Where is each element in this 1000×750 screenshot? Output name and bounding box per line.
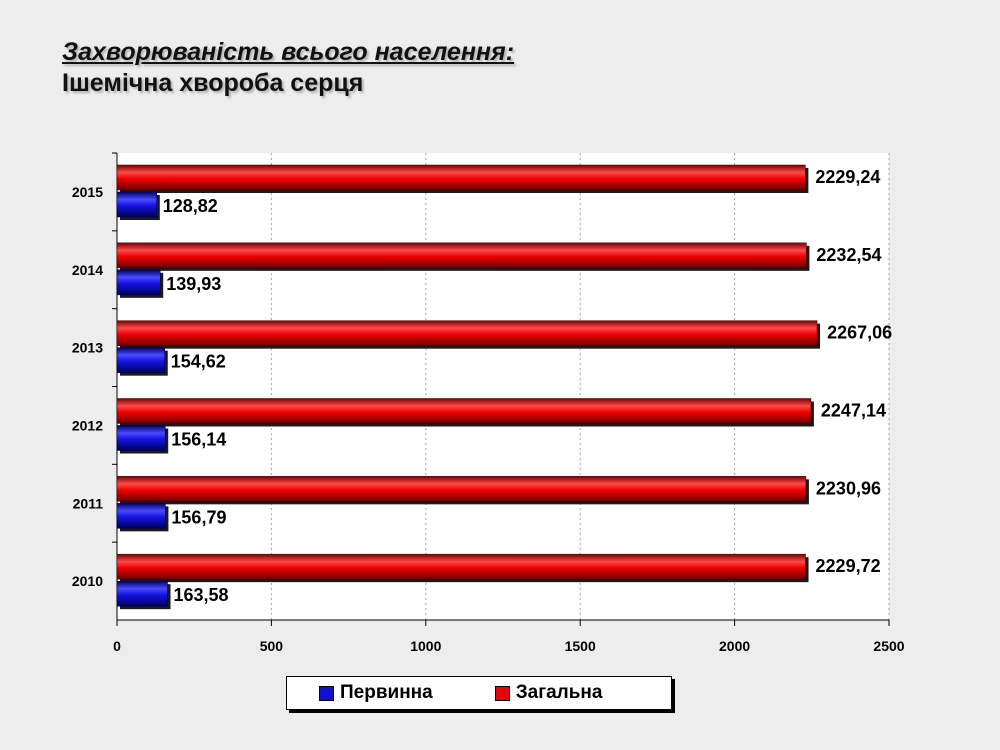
chart-legend: Первинна Загальна	[286, 676, 672, 710]
bar-total	[116, 476, 807, 502]
x-tick-label: 2500	[873, 638, 904, 654]
legend-item-primary: Первинна	[319, 682, 433, 704]
bar-primary	[116, 269, 161, 296]
bar-primary	[116, 425, 166, 451]
y-tick-label: 2012	[72, 417, 103, 433]
legend-label-primary: Первинна	[340, 682, 433, 703]
y-tick-label: 2011	[73, 495, 104, 511]
data-label-total: 2230,96	[816, 478, 881, 498]
chart-titles: Захворюваність всього населення: Ішемічн…	[62, 38, 514, 98]
data-label-total: 2229,24	[815, 167, 880, 187]
plot-area	[117, 153, 889, 620]
x-tick-label: 2000	[719, 638, 750, 654]
y-tick-label: 2014	[72, 262, 103, 278]
data-label-total: 2267,06	[827, 323, 892, 343]
data-label-primary: 128,82	[163, 196, 218, 216]
data-label-total: 2232,54	[816, 245, 881, 265]
data-label-total: 2229,72	[816, 556, 881, 576]
data-label-primary: 163,58	[174, 585, 229, 605]
legend-item-total: Загальна	[494, 682, 603, 704]
bar-total	[116, 164, 806, 191]
bar-primary	[116, 347, 165, 373]
y-tick-label: 2015	[72, 184, 103, 200]
bar-primary	[116, 503, 166, 529]
bar-total	[116, 242, 807, 269]
data-label-primary: 139,93	[166, 274, 221, 294]
data-label-primary: 156,79	[171, 507, 226, 527]
bar-primary	[116, 580, 168, 607]
x-tick-label: 500	[260, 638, 284, 654]
chart-title: Захворюваність всього населення:	[62, 38, 515, 66]
y-tick-label: 2010	[72, 573, 103, 589]
bar-chart: 0 500 1000 1500 2000 2500 2015 2229,24 128,82 201…	[72, 152, 905, 654]
y-tick-label: 2013	[72, 340, 103, 356]
x-tick-label: 1000	[410, 638, 441, 654]
data-label-primary: 154,62	[171, 352, 226, 372]
bar-total	[116, 553, 806, 580]
x-tick-label: 0	[113, 638, 121, 654]
legend-swatch-total	[494, 685, 510, 701]
data-label-total: 2247,14	[821, 401, 886, 421]
chart-subtitle: Ішемічна хвороба серця	[62, 69, 364, 97]
data-label-primary: 156,14	[171, 430, 226, 450]
bar-primary	[116, 191, 158, 218]
legend-swatch-primary	[319, 685, 334, 701]
x-tick-label: 1500	[565, 638, 596, 654]
legend-label-total: Загальна	[515, 682, 603, 703]
bar-total	[116, 320, 818, 346]
bar-total	[116, 398, 812, 424]
